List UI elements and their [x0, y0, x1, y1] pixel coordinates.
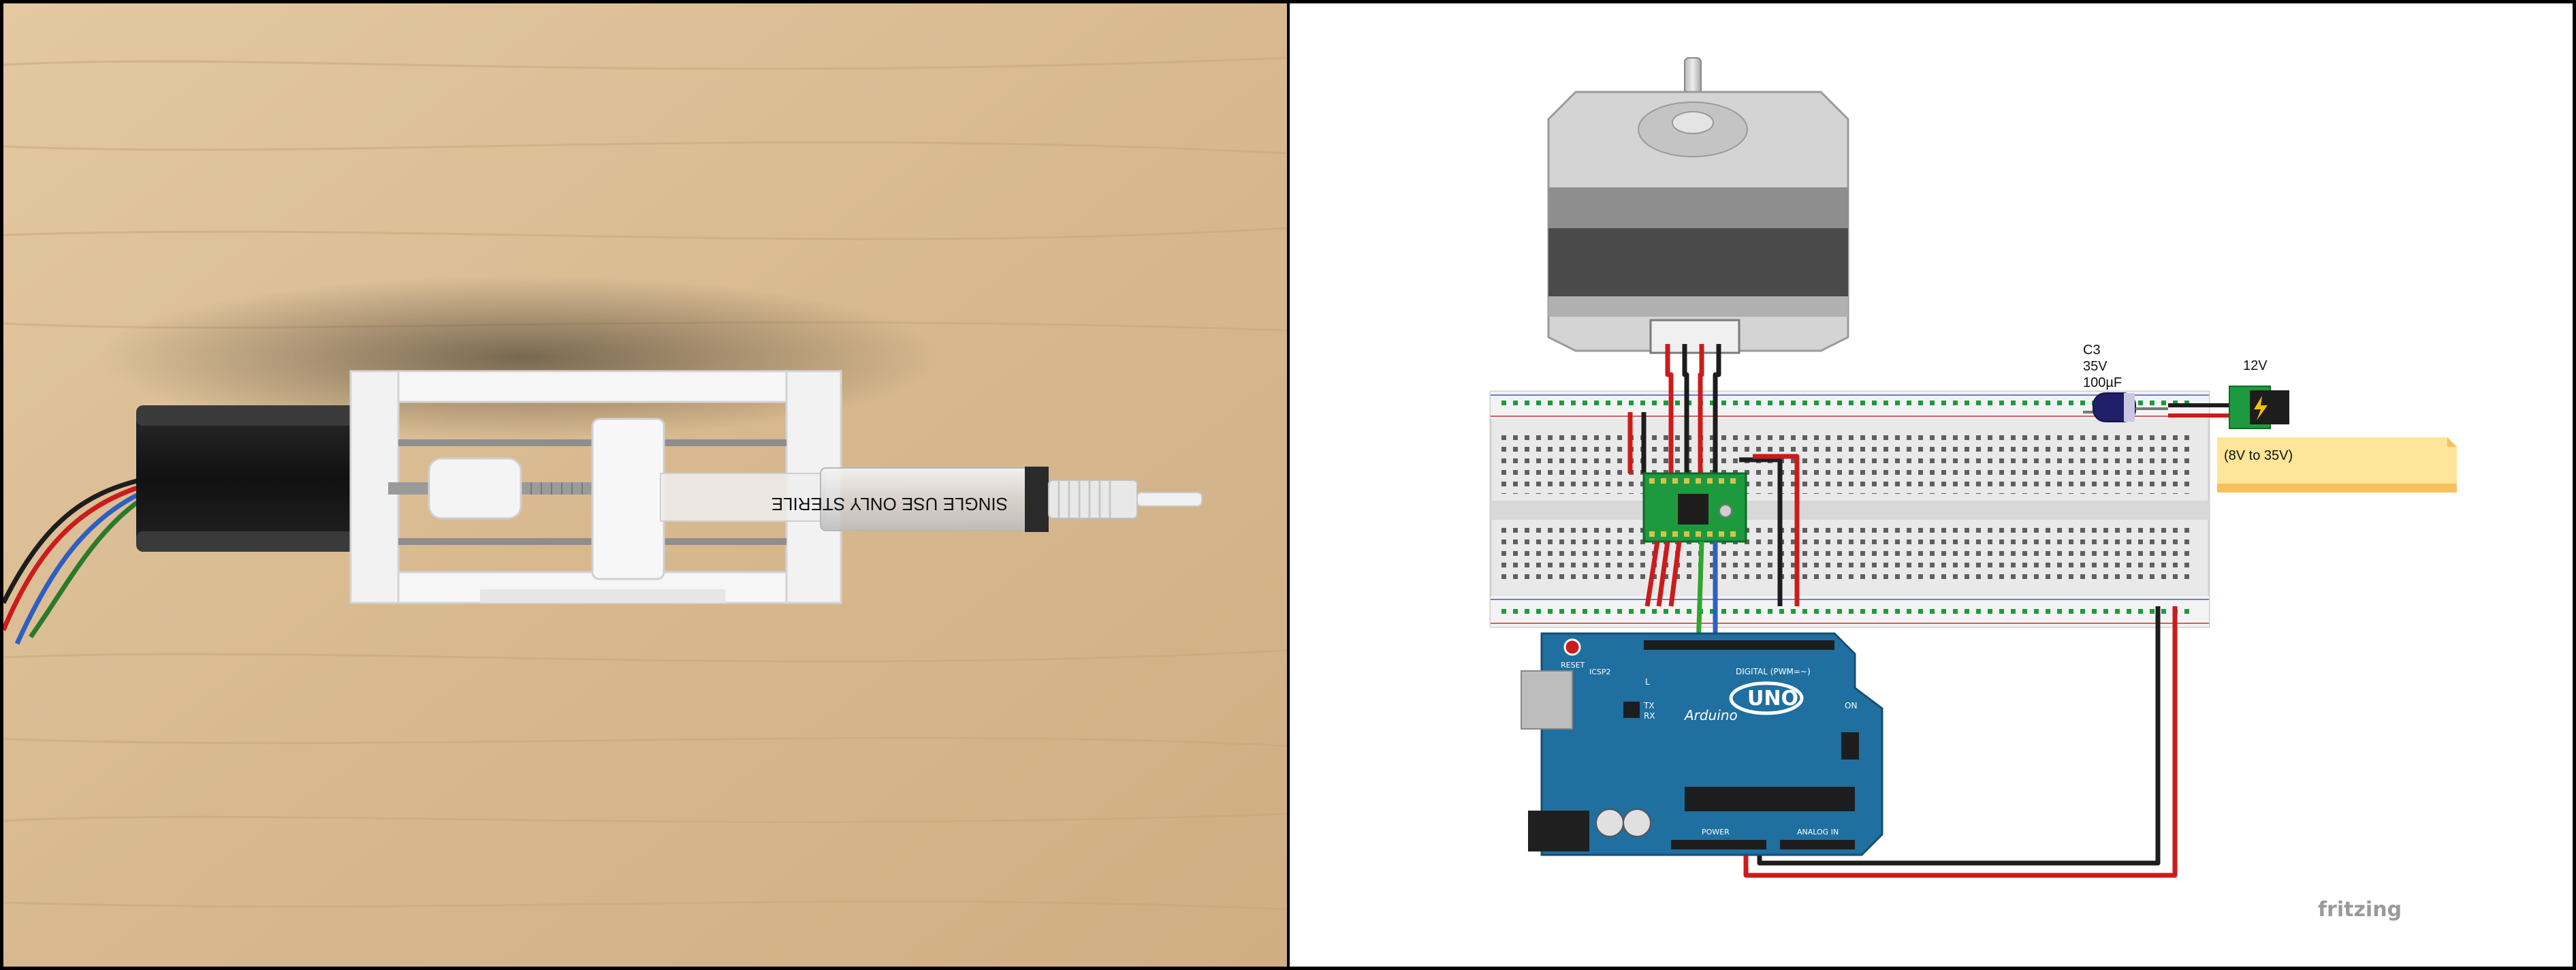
fritzing-watermark: fritzing: [2318, 898, 2402, 922]
syringe-rubber-tip: [1025, 467, 1049, 532]
capacitor-capacitance-label: 100µF: [2083, 375, 2122, 390]
stepper-driver-board: [1642, 472, 1747, 543]
voltage-note-text: (8V to 35V): [2224, 448, 2293, 463]
stepper-motor: [1547, 57, 1849, 354]
arduino-uno-board: [1521, 632, 1883, 856]
wiring-diagram-canvas: C3 35V 100µF 12V (8V to 35V): [1489, 57, 2457, 922]
arduino-brand-label: Arduino: [1683, 707, 1738, 723]
arduino-digital-label: DIGITAL (PWM=~): [1736, 667, 1811, 676]
motor-connector: [1649, 319, 1740, 354]
wiring-diagram: C3 35V 100µF 12V (8V to 35V): [1290, 3, 2573, 967]
syringe-nozzle: [1136, 492, 1203, 507]
arduino-rx-label: RX: [1644, 711, 1655, 721]
shaft-coupler: [428, 457, 522, 520]
power-jack: [2168, 386, 2289, 429]
capacitor-voltage-label: 35V: [2083, 359, 2108, 374]
syringe-hub: [1048, 480, 1138, 519]
analog-header: [1780, 840, 1855, 849]
dc-barrel-jack: [1528, 811, 1589, 851]
arduino-model-label: UNO: [1747, 687, 1798, 710]
microcontroller-chip: [1685, 787, 1855, 811]
syringe-printed-text: SINGLE USE ONLY STERILE: [772, 494, 1008, 514]
power-bolt-icon: [2254, 396, 2268, 420]
capacitor-name-label: C3: [2083, 343, 2101, 358]
stepper-motor-rim: [136, 405, 361, 426]
digital-header: [1644, 640, 1834, 650]
breadboard: [1489, 390, 2210, 628]
power-header: [1671, 840, 1766, 849]
voltage-note: [2217, 437, 2457, 492]
plunger-pusher: [591, 418, 665, 580]
stepper-motor-body: [136, 405, 361, 552]
reset-button: [1563, 638, 1581, 656]
arduino-tx-label: TX: [1643, 701, 1655, 710]
arduino-l-label: L: [1645, 677, 1650, 687]
motor-wires: [3, 478, 142, 645]
usb-connector: [1521, 670, 1573, 730]
syringe-pump-photo: SINGLE USE ONLY STERILE: [3, 3, 1287, 967]
arduino-reset-label: RESET: [1561, 661, 1585, 670]
arduino-power-label: POWER: [1702, 828, 1730, 836]
capacitor: [2083, 392, 2168, 422]
motor-to-driver-wires: [1627, 344, 1800, 606]
power-jack-label: 12V: [2243, 358, 2268, 373]
arduino-analog-label: ANALOG IN: [1797, 828, 1839, 836]
photo-illustration: SINGLE USE ONLY STERILE: [3, 3, 1287, 967]
arduino-icsp-label: ICSP2: [1589, 668, 1611, 676]
arduino-on-label: ON: [1845, 701, 1857, 710]
driver-signal-wires: [1644, 541, 1718, 648]
icsp-header: [1841, 732, 1859, 760]
